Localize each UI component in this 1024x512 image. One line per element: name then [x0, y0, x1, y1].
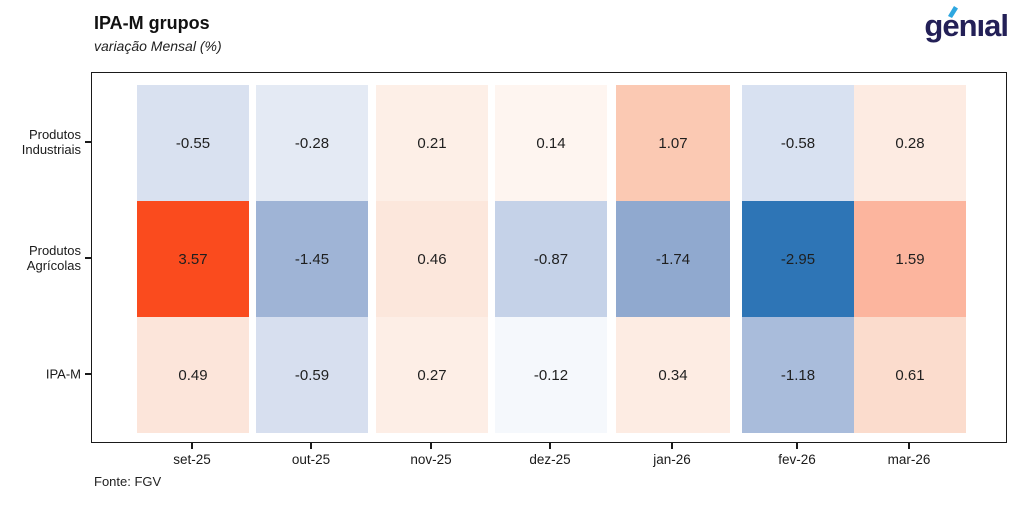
heatmap-cell: 0.61	[854, 317, 966, 433]
heatmap-cell: 0.49	[137, 317, 249, 433]
heatmap-cell: -0.12	[495, 317, 607, 433]
heatmap-cell: -0.58	[742, 85, 854, 201]
heatmap-cell: -1.45	[256, 201, 368, 317]
heatmap-cell: -0.28	[256, 85, 368, 201]
heatmap-cell: -0.55	[137, 85, 249, 201]
genial-logo: genıal	[924, 6, 1009, 44]
page-title: IPA-M grupos	[94, 13, 210, 33]
heatmap-cell: 0.28	[854, 85, 966, 201]
heatmap-cell: 0.46	[376, 201, 488, 317]
x-axis-tick	[671, 443, 673, 449]
y-axis-label: Produtos Industriais	[21, 127, 81, 157]
genial-logo-text: genıal	[924, 8, 1009, 43]
page-subtitle: variação Mensal (%)	[94, 38, 222, 54]
x-axis-label: fev-26	[778, 452, 816, 467]
x-axis-label: out-25	[291, 452, 331, 467]
heatmap-cell: -1.74	[616, 201, 730, 317]
heatmap-cell: 1.07	[616, 85, 730, 201]
y-axis-label: IPA-M	[45, 366, 81, 382]
x-axis-tick	[908, 443, 910, 449]
heatmap-cell: 0.14	[495, 85, 607, 201]
heatmap-cell: -1.18	[742, 317, 854, 433]
y-axis-tick	[85, 373, 91, 375]
x-axis-label: set-25	[173, 452, 211, 467]
y-axis-tick	[85, 141, 91, 143]
x-axis-tick	[796, 443, 798, 449]
plot-area: -0.55 -0.28 0.21 0.14 1.07 -0.58 0.28 3.57 -1.45…	[91, 72, 1007, 443]
logo-accent-icon	[948, 6, 959, 18]
heatmap-cell: 0.27	[376, 317, 488, 433]
x-axis-label: nov-25	[410, 452, 452, 467]
x-axis-tick	[310, 443, 312, 449]
y-axis-label: Produtos Agrícolas	[26, 243, 81, 273]
source-note: Fonte: FGV	[94, 474, 162, 489]
x-axis-tick	[549, 443, 551, 449]
heatmap-cell: 0.34	[616, 317, 730, 433]
heatmap-cell: -0.87	[495, 201, 607, 317]
y-axis-tick	[85, 257, 91, 259]
x-axis-tick	[191, 443, 193, 449]
heatmap-cell: 0.21	[376, 85, 488, 201]
x-axis-label: mar-26	[887, 452, 931, 467]
heatmap-cell: -0.59	[256, 317, 368, 433]
x-axis-label: dez-25	[529, 452, 571, 467]
heatmap-cell: 1.59	[854, 201, 966, 317]
heatmap-cell: -2.95	[742, 201, 854, 317]
heatmap-cell: 3.57	[137, 201, 249, 317]
x-axis-tick	[430, 443, 432, 449]
x-axis-label: jan-26	[653, 452, 691, 467]
